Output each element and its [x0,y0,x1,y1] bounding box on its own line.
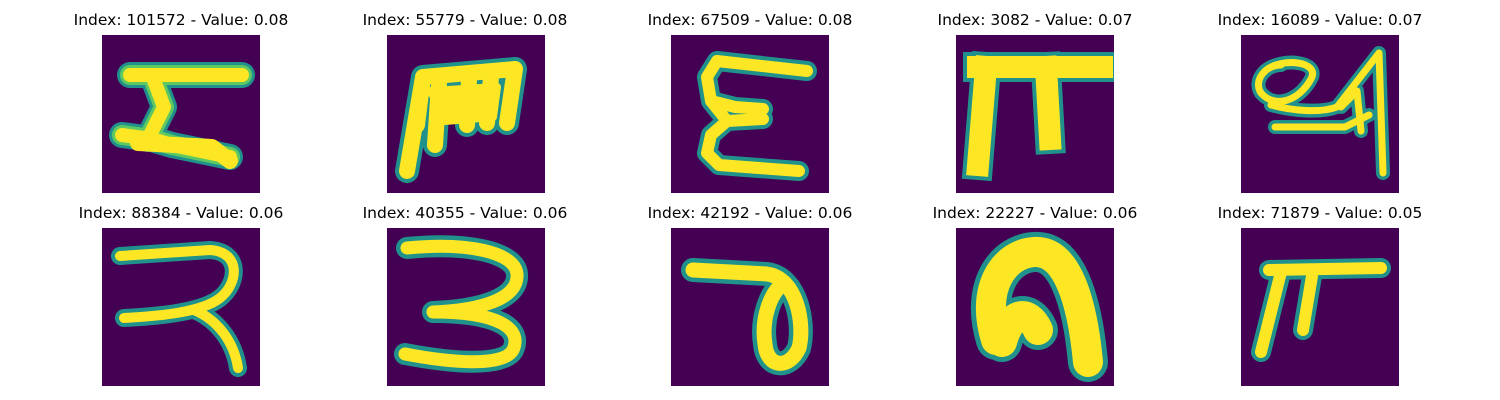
sigma-like-glyph [102,35,260,193]
panel-title: Index: 101572 - Value: 0.08 [73,11,289,29]
digit-image [671,228,829,386]
digit-image [956,35,1114,193]
panel-title: Index: 67509 - Value: 0.08 [647,11,853,29]
3-like-glyph [387,228,545,386]
digit-image [956,228,1114,386]
digit-image [671,35,829,193]
panel-title: Index: 3082 - Value: 0.07 [937,11,1133,29]
pi-like-glyph [956,35,1114,193]
panel-title: Index: 55779 - Value: 0.08 [362,11,568,29]
digit-image [1241,35,1399,193]
digit-image [387,228,545,386]
digit-image [102,228,260,386]
panel-title: Index: 88384 - Value: 0.06 [78,204,284,222]
panel-title: Index: 16089 - Value: 0.07 [1217,11,1423,29]
pi-like-glyph-small [1241,228,1399,386]
arch-glyph [956,228,1114,386]
24-like-glyph [1241,35,1399,193]
panel-title: Index: 71879 - Value: 0.05 [1217,204,1423,222]
m-like-glyph [387,35,545,193]
e-like-glyph [671,35,829,193]
looped-glyph [671,228,829,386]
panel-title: Index: 22227 - Value: 0.06 [932,204,1138,222]
digit-image [387,35,545,193]
digit-image [1241,228,1399,386]
panel-title: Index: 42192 - Value: 0.06 [647,204,853,222]
digit-image [102,35,260,193]
panel-title: Index: 40355 - Value: 0.06 [362,204,568,222]
backwards-r-glyph [102,228,260,386]
